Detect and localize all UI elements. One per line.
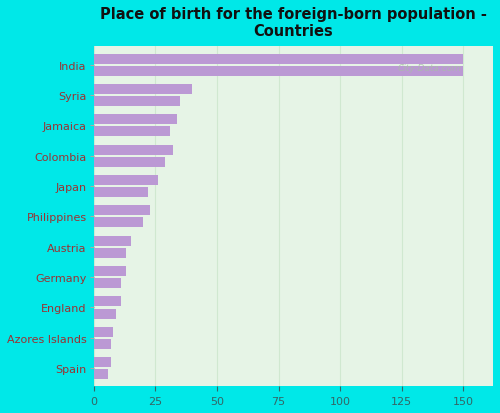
Bar [94,327,114,337]
Bar [94,236,130,246]
Bar [94,369,108,379]
Bar [94,188,148,198]
Bar [94,206,150,216]
Bar [94,157,165,167]
Bar [94,266,126,276]
Text: City-Data.com: City-Data.com [397,64,461,73]
Bar [94,357,111,367]
Bar [94,309,116,319]
Bar [94,127,170,137]
Bar [94,145,172,155]
Bar [94,85,192,95]
Bar [94,66,464,76]
Bar [94,97,180,107]
Bar [94,278,121,288]
Bar [94,248,126,258]
Bar [94,176,158,185]
Bar [94,115,178,125]
Title: Place of birth for the foreign-born population -
Countries: Place of birth for the foreign-born popu… [100,7,487,39]
Bar [94,339,111,349]
Bar [94,218,143,228]
Bar [94,55,464,64]
Bar [94,297,121,306]
